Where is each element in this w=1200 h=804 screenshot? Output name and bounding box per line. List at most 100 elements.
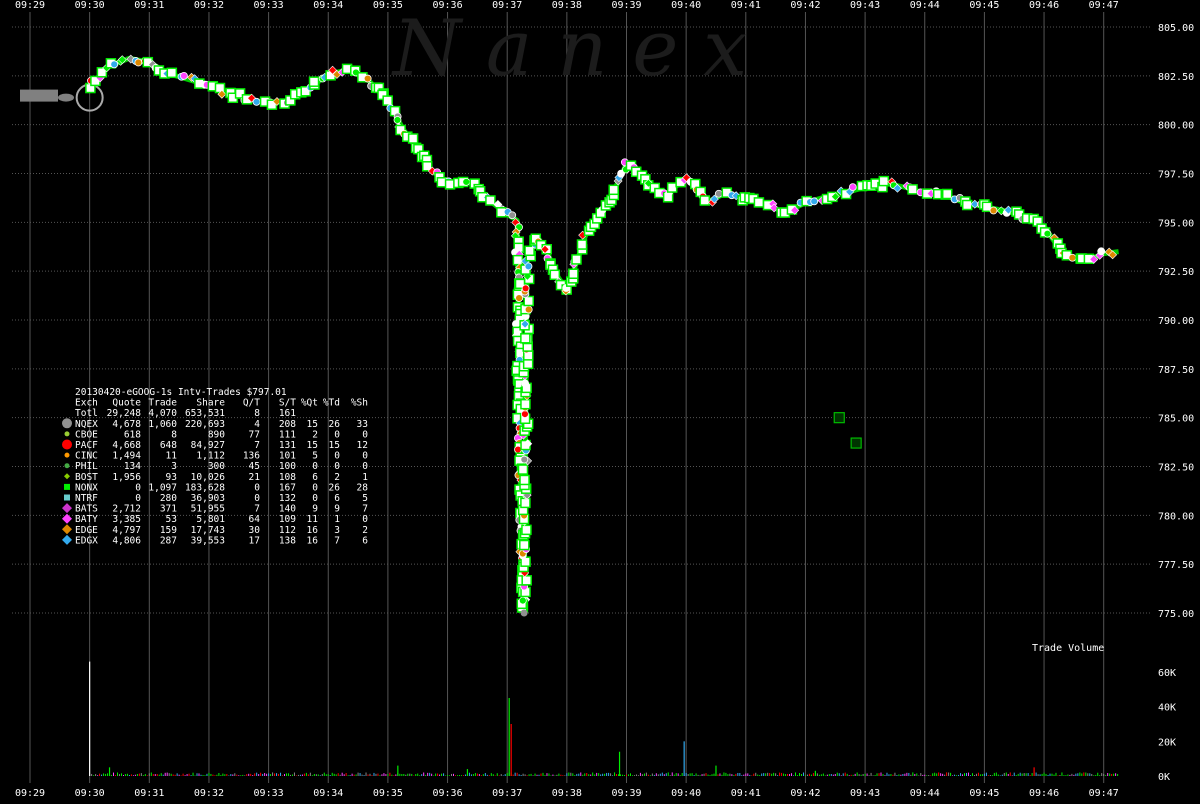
x-tick-label-bottom: 09:34	[313, 788, 343, 799]
x-tick-label-bottom: 09:40	[671, 788, 701, 799]
trade-marker-circle	[363, 74, 372, 83]
x-tick-label-bottom: 09:42	[790, 788, 820, 799]
trade-marker-square	[407, 133, 419, 144]
table-cell: 0	[312, 461, 318, 472]
trade-marker-square	[522, 358, 534, 370]
price-tick-label: 775.00	[1158, 609, 1194, 620]
table-cell: NQEX	[75, 419, 98, 430]
table-cell: 300	[208, 461, 225, 472]
trade-marker-square	[521, 524, 532, 536]
table-cell: 2	[312, 429, 318, 440]
trade-marker-diamond	[247, 93, 257, 103]
trade-marker-square	[519, 474, 530, 486]
volume-tick-label: 40K	[1158, 703, 1176, 714]
table-cell: 132	[279, 493, 296, 504]
trade-marker-square	[520, 398, 531, 410]
exchange-legend-icon	[62, 534, 72, 545]
table-cell: 134	[124, 461, 141, 472]
table-cell: 51,955	[191, 504, 225, 515]
x-tick-label-top: 09:33	[254, 0, 284, 11]
table-cell: 7	[334, 535, 340, 546]
table-cell: 16	[307, 535, 319, 546]
table-cell: 0	[334, 451, 340, 462]
table-cell: 131	[279, 440, 296, 451]
trade-marker-square	[523, 295, 534, 307]
table-cell: 1,494	[112, 451, 141, 462]
table-column-header: %Qt	[301, 398, 318, 409]
x-tick-label-top: 09:32	[194, 0, 224, 11]
x-tick-label-bottom: 09:41	[731, 788, 761, 799]
trade-marker-circle	[134, 58, 143, 67]
x-tick-label-top: 09:30	[75, 0, 105, 11]
x-tick-label-bottom: 09:47	[1089, 788, 1119, 799]
table-cell: 890	[208, 429, 225, 440]
x-tick-label-top: 09:34	[313, 0, 343, 11]
trade-marker-square	[571, 254, 582, 265]
exchange-legend-icon	[64, 431, 70, 437]
trade-marker-circle	[524, 262, 533, 271]
table-cell: 1	[334, 514, 340, 525]
trade-marker-diamond	[117, 55, 127, 65]
price-axis-ticks: 805.00 802.50 800.00 797.50 795.00 792.50 790.…	[1158, 23, 1194, 620]
trade-marker-square	[382, 95, 393, 106]
x-tick-label-bottom: 09:43	[850, 788, 880, 799]
trade-marker-circle	[848, 183, 857, 192]
table-cell: 2	[362, 525, 368, 536]
table-cell: 7	[362, 504, 368, 515]
price-tick-label: 790.00	[1158, 316, 1194, 327]
table-cell: EDGX	[75, 535, 98, 546]
exchange-legend-icon	[62, 513, 72, 524]
x-tick-label-bottom: 09:35	[373, 788, 403, 799]
trade-marker-square	[520, 333, 531, 344]
table-cell: 9	[312, 504, 318, 515]
price-tick-label: 787.50	[1158, 365, 1194, 376]
trade-marker-diamond	[1089, 254, 1099, 264]
table-cell: 64	[249, 514, 261, 525]
table-cell: 8	[171, 429, 177, 440]
table-cell: 0	[362, 461, 368, 472]
x-tick-label-bottom: 09:33	[254, 788, 284, 799]
table-column-header: Trade	[148, 398, 177, 409]
table-cell: 1,060	[148, 419, 177, 430]
trade-marker-diamond	[893, 183, 902, 193]
table-cell: 1,097	[148, 482, 177, 493]
table-cell: 371	[160, 504, 177, 515]
table-title: 20130420-eGOOG-1s Intv-Trades $797.01	[75, 387, 287, 398]
trade-marker-square	[907, 184, 918, 195]
table-cell: 208	[279, 419, 296, 430]
table-cell: 0	[312, 493, 318, 504]
table-cell: BATS	[75, 504, 98, 515]
price-tick-label: 780.00	[1158, 511, 1194, 522]
table-cell: BATY	[75, 514, 98, 525]
table-cell: 4	[254, 419, 260, 430]
price-tick-label: 795.00	[1158, 218, 1194, 229]
table-cell: 0	[312, 482, 318, 493]
exchange-legend-icon	[64, 483, 70, 490]
trade-marker-diamond	[831, 192, 840, 202]
x-tick-label-top: 09:41	[731, 0, 761, 11]
table-cell: 183,628	[185, 482, 225, 493]
trade-marker-circle	[1043, 229, 1052, 238]
trade-markers	[85, 54, 1118, 617]
table-cell: 10,026	[191, 472, 226, 483]
table-cell: 2	[334, 472, 340, 483]
table-cell: 0	[334, 461, 340, 472]
table-cell: 36,903	[191, 493, 225, 504]
x-tick-label-top: 09:36	[432, 0, 462, 11]
x-tick-label-bottom: 09:31	[134, 788, 164, 799]
table-cell: PHIL	[75, 461, 98, 472]
x-tick-label-top: 09:35	[373, 0, 403, 11]
trade-marker-square	[517, 464, 529, 475]
trade-marker-diamond	[790, 205, 800, 215]
nbbo-shade-tail	[58, 93, 74, 102]
table-cell: 12	[357, 440, 368, 451]
trade-marker-square	[166, 67, 178, 79]
table-cell: 77	[249, 429, 260, 440]
exchange-legend-icon	[64, 473, 70, 480]
table-cell: 15	[329, 440, 340, 451]
table-cell: 159	[160, 525, 177, 536]
outlier-trades	[833, 412, 862, 449]
table-cell: 3	[171, 461, 177, 472]
exchange-legend-icon	[62, 503, 72, 514]
table-cell: CBOE	[75, 429, 98, 440]
